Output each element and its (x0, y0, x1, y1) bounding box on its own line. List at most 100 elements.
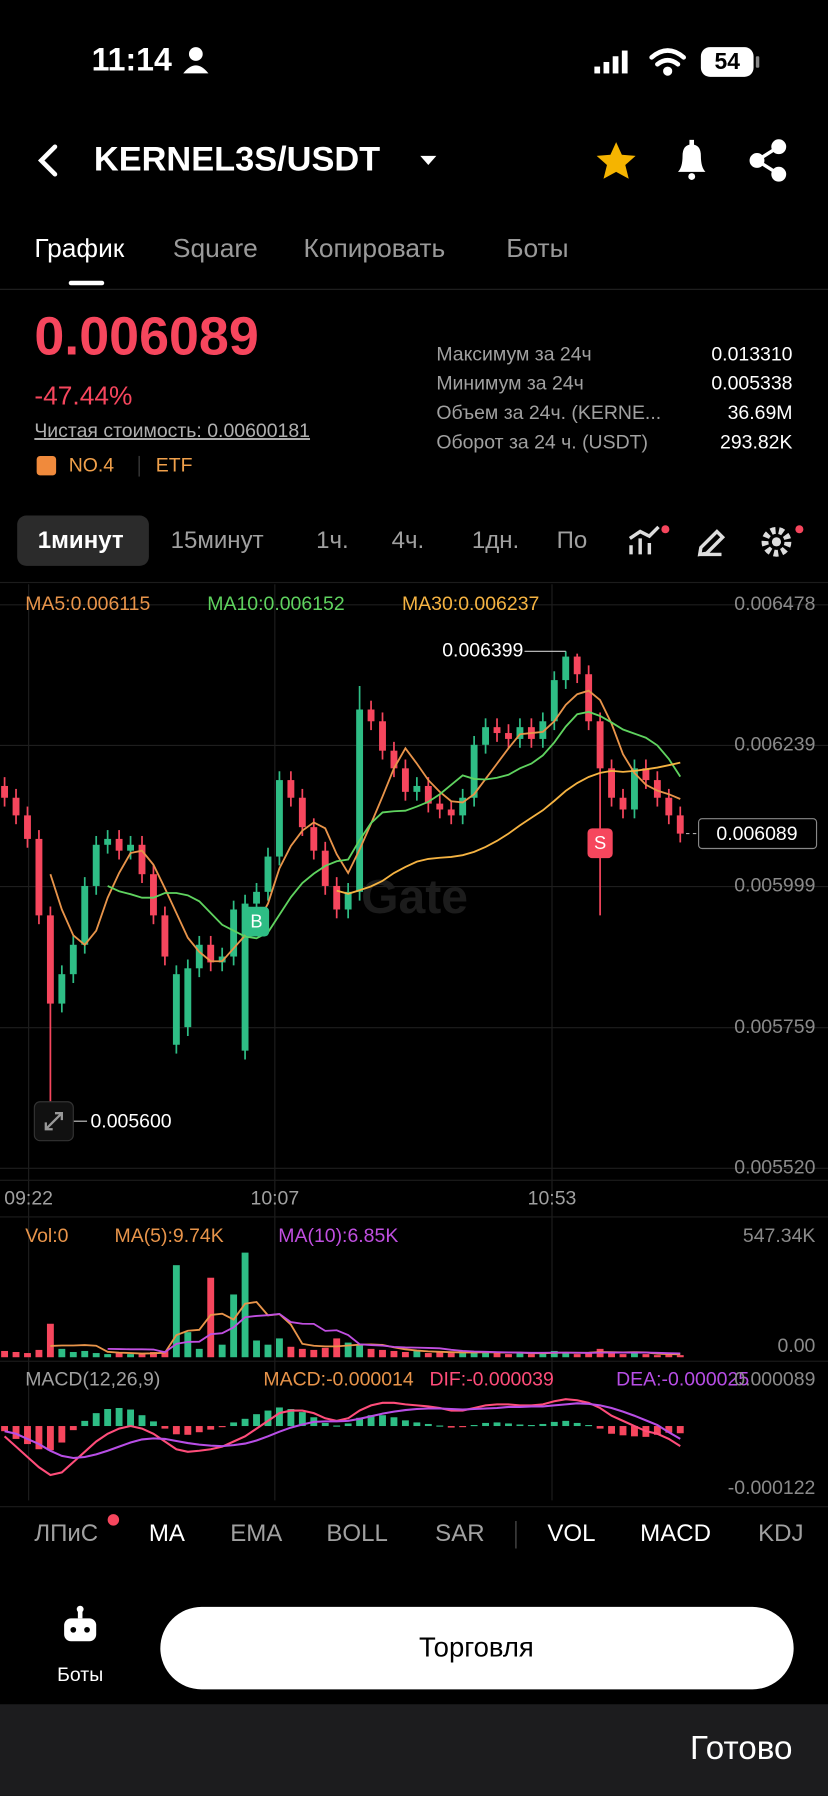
volume-bar (401, 1352, 409, 1358)
pair-dropdown[interactable] (420, 155, 437, 166)
watermark: Gate (361, 870, 468, 924)
indicator-tab[interactable]: VOL (547, 1520, 595, 1547)
chart: Gate 0.006478 0.006239 0.005999 0.005759 0.00… (0, 584, 828, 1605)
candle-body (276, 780, 283, 857)
share-button[interactable] (749, 139, 787, 182)
macd-bar (665, 1426, 673, 1433)
interval[interactable]: 1минут (38, 527, 124, 554)
intervals: 1минут 15минут 1ч. 4ч. 1дн. По (38, 527, 587, 554)
macd-bar (321, 1422, 329, 1427)
candle-body (493, 727, 501, 734)
indicator-tab[interactable]: ЛПиС (34, 1520, 98, 1547)
new-dot (107, 1514, 120, 1526)
favorite-star[interactable] (596, 142, 636, 179)
candle-body (195, 944, 203, 969)
candle-body (424, 785, 432, 804)
candle-body (115, 838, 123, 851)
stat-value: 293.82K (720, 432, 792, 454)
macd-bar (436, 1425, 444, 1427)
macd-bar (333, 1425, 341, 1427)
volume-bar (161, 1350, 169, 1358)
tab[interactable]: Копировать (303, 233, 445, 263)
stat-value: 0.013310 (711, 343, 792, 365)
volume-bar (172, 1265, 180, 1358)
trade-button[interactable] (160, 1606, 794, 1690)
tab[interactable]: Square (173, 233, 258, 263)
done-button[interactable]: Готово (690, 1730, 793, 1767)
volume-bar (35, 1349, 43, 1358)
volume-bar (104, 1354, 112, 1358)
macd-bar (115, 1407, 123, 1427)
separator (138, 455, 140, 477)
stat-label: Объем за 24ч. (KERNE... (436, 402, 661, 424)
macd-bar (287, 1409, 295, 1427)
indicator-tab[interactable]: BOLL (326, 1520, 387, 1547)
volume-bar (459, 1353, 467, 1358)
back-button[interactable] (37, 144, 58, 177)
net-value[interactable]: Чистая стоимость: 0.00600181 (34, 420, 310, 442)
candle-body (333, 885, 341, 910)
alert-bell[interactable] (677, 139, 706, 180)
candle-body (218, 956, 226, 963)
settings-icon[interactable] (761, 525, 804, 557)
rank-icon (36, 455, 57, 476)
tab[interactable]: Боты (506, 233, 568, 263)
volume-bar (424, 1353, 432, 1358)
volume-bar (642, 1354, 650, 1358)
candle-body (401, 768, 409, 792)
candle-body (550, 680, 558, 722)
indicator-tab[interactable]: SAR (435, 1520, 484, 1547)
macd-bar (150, 1421, 157, 1427)
indicator-tab[interactable]: MACD (640, 1520, 711, 1547)
trade-label[interactable]: Торговля (419, 1632, 534, 1663)
bots-icon[interactable] (64, 1605, 97, 1642)
volume-bar (608, 1352, 615, 1358)
dea-line (4, 1402, 681, 1460)
pair-title[interactable]: KERNEL3S/USDT (94, 141, 380, 179)
macd-bar (161, 1426, 169, 1429)
indicator-tab[interactable]: KDJ (758, 1520, 803, 1547)
ma-label: MA30:0.006237 (402, 593, 539, 615)
macd-bar (92, 1413, 100, 1427)
ma-label: MA10:0.006152 (207, 593, 344, 615)
divider (0, 1216, 828, 1218)
last-price: 0.006089 (34, 306, 258, 366)
draw-icon[interactable] (697, 529, 726, 557)
candle-body (264, 856, 272, 892)
candle-body (596, 721, 604, 769)
macd-bar (459, 1426, 467, 1428)
candle-body (505, 733, 512, 739)
indicator-icon[interactable] (628, 525, 670, 555)
interval[interactable]: 4ч. (392, 527, 425, 554)
interval[interactable]: 1ч. (316, 527, 349, 554)
volume-bar (184, 1332, 192, 1358)
candle-body (573, 656, 581, 675)
volume-bar (253, 1340, 260, 1358)
expand-icon[interactable] (44, 1112, 63, 1131)
indicator-tab[interactable]: EMA (230, 1520, 282, 1547)
stat-label: Оборот за 24 ч. (USDT) (436, 432, 648, 454)
candle-body (81, 885, 89, 945)
ma-line (336, 761, 681, 895)
macd-bar (619, 1426, 627, 1436)
trade-marker-label: S (594, 832, 606, 853)
keyboard-bar (0, 1704, 828, 1796)
macd-bar (527, 1425, 535, 1427)
interval[interactable]: По (557, 527, 588, 554)
candle-body (127, 844, 134, 851)
x-tick-label: 10:53 (528, 1187, 577, 1209)
stat-label: Максимум за 24ч (436, 343, 591, 365)
interval[interactable]: 1дн. (472, 527, 519, 554)
macd-bar (447, 1426, 455, 1428)
ma-line (107, 710, 682, 940)
price-change: -47.44% (34, 380, 132, 410)
bots-label[interactable]: Боты (57, 1664, 103, 1686)
candle-body (642, 768, 650, 781)
volume-bar (321, 1347, 329, 1358)
interval[interactable]: 15минут (171, 527, 264, 554)
tab[interactable]: График (34, 233, 124, 263)
indicator-tab[interactable]: MA (149, 1520, 185, 1547)
macd-bar (653, 1426, 661, 1435)
volume-bar (310, 1349, 318, 1358)
divider (0, 1506, 828, 1508)
